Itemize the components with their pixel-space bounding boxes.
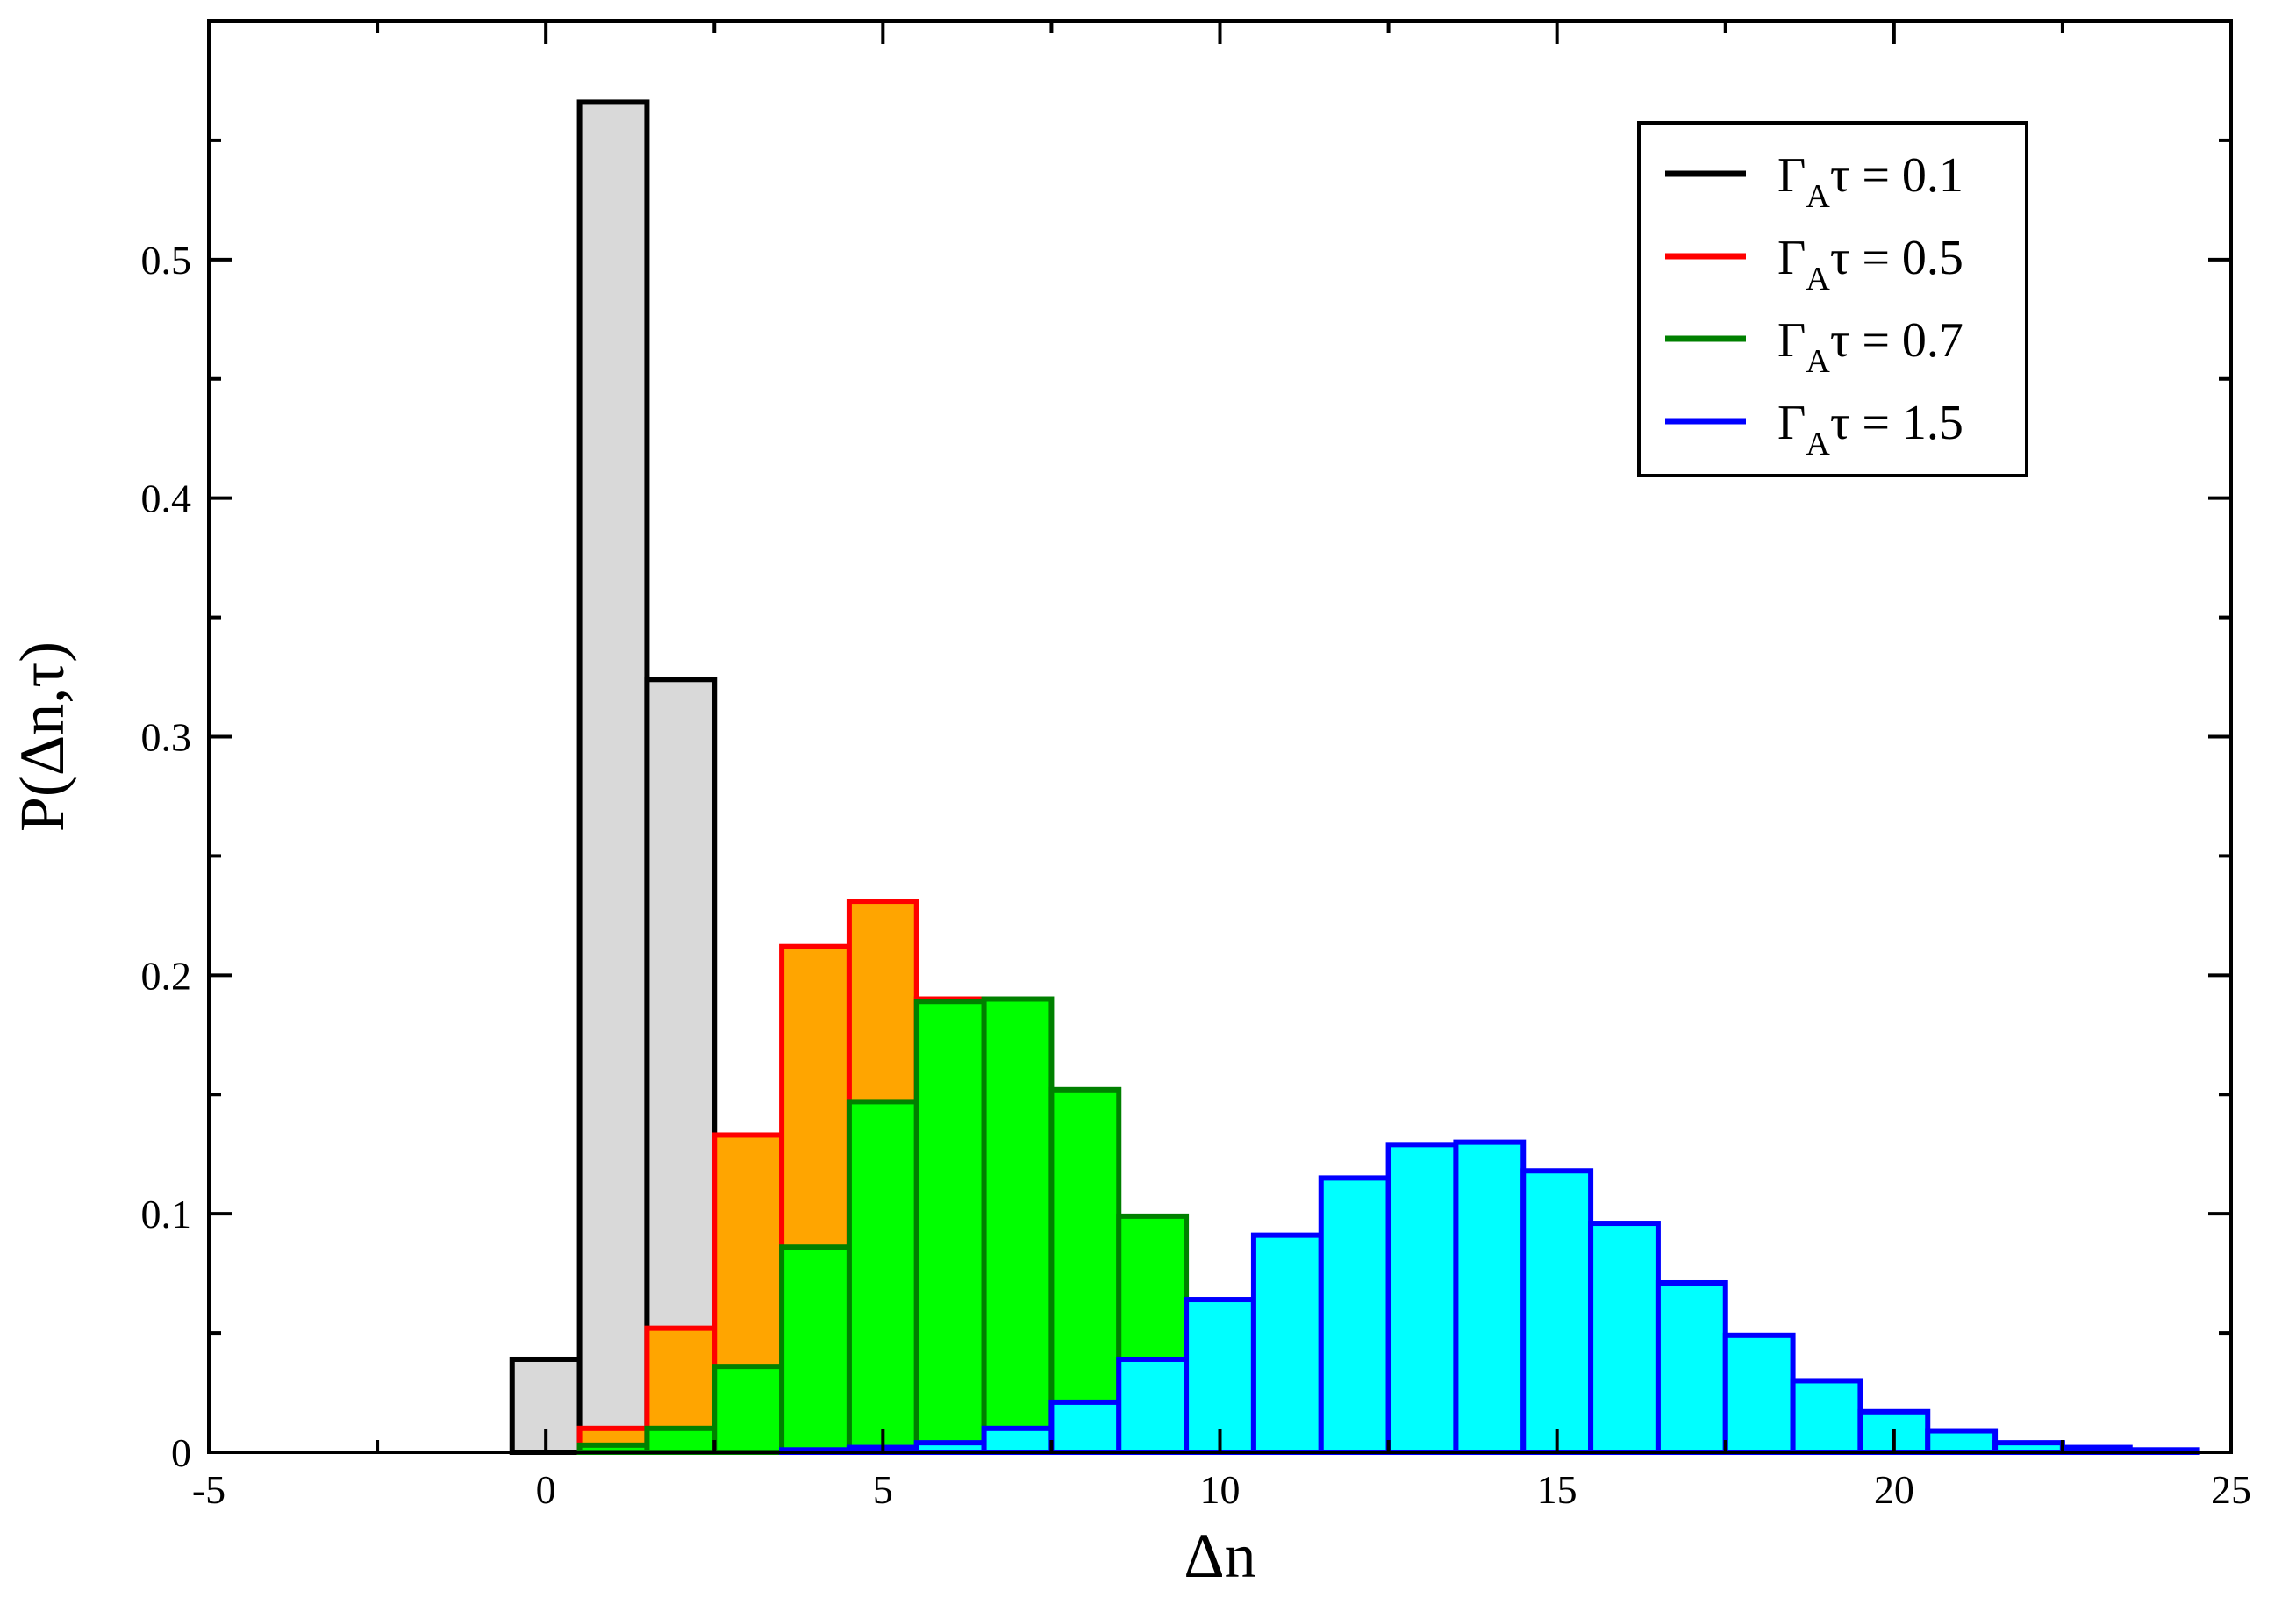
bar	[1453, 1139, 1527, 1456]
legend-subscript: A	[1806, 261, 1830, 297]
legend-text-rest: τ = 0.7	[1830, 313, 1963, 368]
y-tick-label: 0	[171, 1430, 191, 1475]
bar	[1385, 1142, 1459, 1455]
bar	[644, 677, 718, 1455]
legend-symbol: Γ	[1777, 231, 1806, 285]
bar	[712, 1364, 785, 1456]
bar	[1722, 1332, 1796, 1455]
bar	[644, 1425, 718, 1455]
bar	[1250, 1232, 1324, 1456]
bar	[1048, 1086, 1122, 1456]
legend-text-rest: τ = 0.5	[1830, 231, 1963, 285]
x-tick-label: 25	[2211, 1467, 2251, 1512]
bar	[1116, 1356, 1190, 1455]
legend-subscript: A	[1806, 178, 1830, 215]
x-tick-label: 5	[873, 1467, 893, 1512]
bar	[913, 999, 987, 1455]
legend-label: ΓAτ = 0.1	[1777, 148, 1963, 215]
legend-label: ΓAτ = 1.5	[1777, 396, 1963, 462]
bar	[576, 99, 650, 1455]
legend-label: ΓAτ = 0.5	[1777, 231, 1963, 297]
x-tick-label: 10	[1200, 1467, 1241, 1512]
y-tick-label: 0.5	[141, 238, 192, 283]
x-axis-title: Δn	[1184, 1521, 1255, 1591]
bar	[1655, 1279, 1728, 1455]
legend-subscript: A	[1806, 343, 1830, 380]
bar	[1925, 1428, 1999, 1456]
legend-symbol: Γ	[1777, 396, 1806, 450]
legend-symbol: Γ	[1777, 313, 1806, 368]
y-tick-label: 0.1	[141, 1192, 192, 1236]
y-tick-label: 0.4	[141, 476, 192, 521]
legend-label: ΓAτ = 0.7	[1777, 313, 1963, 380]
x-tick-label: 20	[1874, 1467, 1914, 1512]
bar	[1184, 1297, 1256, 1455]
bar	[981, 1425, 1055, 1455]
bar	[779, 1244, 852, 1456]
bar	[1318, 1175, 1391, 1456]
bar	[509, 1356, 583, 1455]
bar	[1520, 1168, 1594, 1456]
y-axis-title: P(Δn,τ)	[7, 641, 77, 832]
legend-text-rest: τ = 0.1	[1830, 148, 1963, 203]
y-tick-label: 0.3	[141, 715, 192, 760]
series-0-bars	[509, 99, 718, 1455]
bar	[846, 1099, 919, 1456]
x-tick-label: 15	[1537, 1467, 1577, 1512]
legend-subscript: A	[1806, 426, 1830, 462]
x-tick-label: 0	[536, 1467, 556, 1512]
bar	[1048, 1399, 1122, 1456]
x-tick-label: -5	[192, 1467, 225, 1512]
bar	[1790, 1378, 1863, 1455]
legend-box	[1637, 121, 2028, 477]
bar	[981, 996, 1055, 1456]
legend-symbol: Γ	[1777, 148, 1806, 203]
y-tick-label: 0.2	[141, 953, 192, 998]
legend-text-rest: τ = 1.5	[1830, 396, 1963, 450]
bar	[1588, 1221, 1661, 1456]
